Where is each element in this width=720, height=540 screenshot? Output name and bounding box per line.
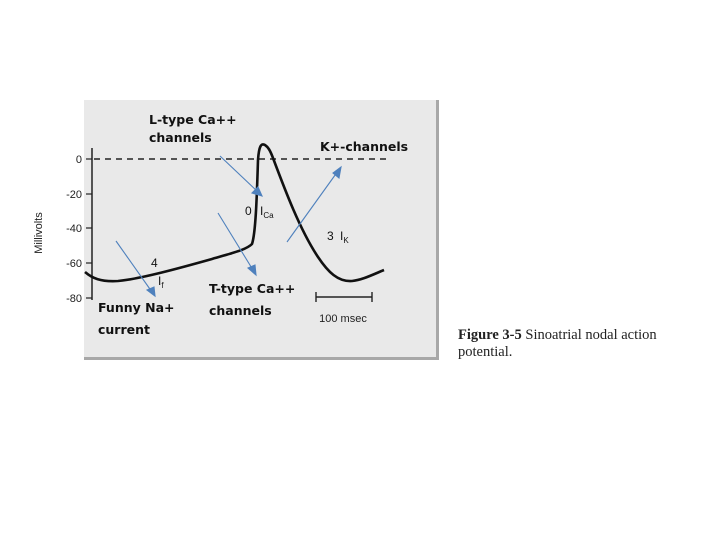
ik-current-main: I: [340, 229, 343, 243]
annotation-arrows: [115, 155, 342, 298]
y-tick-label: 0: [76, 154, 82, 166]
funny-current-label-line2: current: [98, 322, 150, 337]
y-tick-label: -60: [66, 258, 82, 270]
l-type-arrowhead-icon: [250, 186, 263, 197]
ik-current-label: IK: [340, 229, 349, 245]
caption-text: Sinoatrial nodal action potential.: [458, 327, 657, 360]
y-tick-label: -40: [66, 223, 82, 235]
ik-current-sub: K: [343, 236, 349, 245]
l-type-label-line1: L-type Ca++: [149, 112, 237, 127]
phase-0-label: 0: [245, 204, 252, 218]
phase-4-label: 4: [151, 256, 158, 270]
funny-current-arrow: [115, 240, 153, 293]
k-channels-arrow: [286, 170, 339, 243]
if-current-main: I: [158, 274, 161, 288]
t-type-label-line1: T-type Ca++: [209, 281, 295, 296]
phase-3-label: 3: [327, 229, 334, 243]
ica-current-main: I: [260, 204, 263, 218]
t-type-label-line2: channels: [209, 303, 272, 318]
caption-figure-number: Figure 3-5: [458, 327, 522, 343]
y-axis-label: Millivolts: [33, 212, 45, 254]
figure-panel: [84, 100, 439, 360]
if-current-label: If: [158, 274, 164, 290]
funny-current-label-line1: Funny Na+: [98, 300, 174, 315]
ica-current-sub: Ca: [263, 211, 274, 220]
scale-bar-label: 100 msec: [319, 313, 367, 325]
figure-caption: Figure 3-5 Sinoatrial nodal action poten…: [458, 327, 708, 361]
y-tick-label: -20: [66, 189, 82, 201]
ica-current-label: ICa: [260, 204, 274, 220]
l-type-label-line2: channels: [149, 130, 212, 145]
if-current-sub: f: [161, 281, 164, 290]
k-channels-label: K+-channels: [320, 139, 408, 154]
t-type-arrow: [217, 212, 254, 271]
k-channels-arrowhead-icon: [332, 165, 342, 180]
funny-current-arrowhead-icon: [145, 286, 156, 298]
action-potential-trace: [84, 143, 385, 283]
l-type-arrow: [219, 155, 259, 193]
t-type-arrowhead-icon: [246, 264, 257, 277]
y-tick-label: -80: [66, 293, 82, 305]
